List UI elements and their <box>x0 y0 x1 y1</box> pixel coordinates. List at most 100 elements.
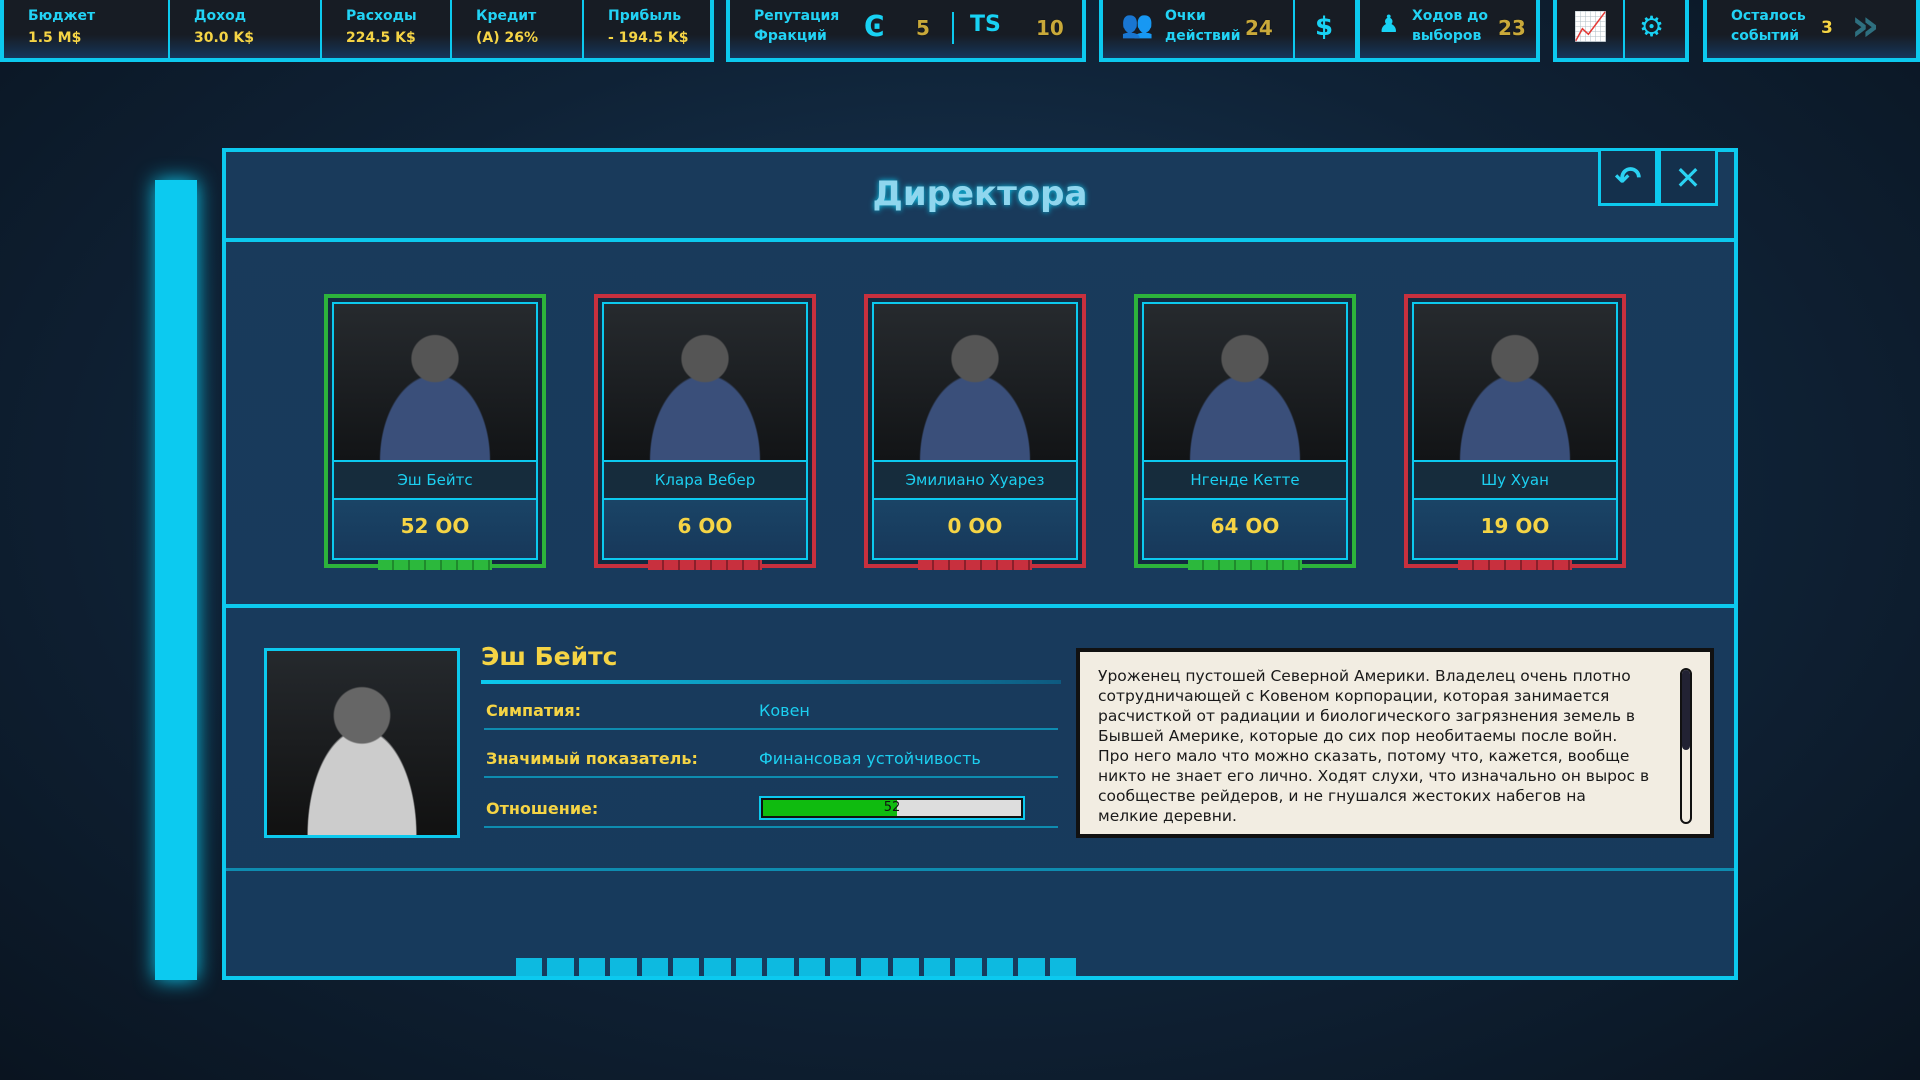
faction1-value: 5 <box>916 16 930 40</box>
section-divider <box>226 868 1734 871</box>
stat-value: 30.0 K$ <box>194 30 255 46</box>
status-bar <box>1188 560 1302 570</box>
director-name: Клара Вебер <box>602 462 808 500</box>
action-points-value: 24 <box>1245 16 1273 40</box>
status-bar <box>648 560 762 570</box>
events: Осталось событий 3 » <box>1707 0 1916 58</box>
attitude-label: Отношение: <box>486 799 599 818</box>
director-portrait <box>1142 302 1348 462</box>
elections-value: 23 <box>1498 16 1526 40</box>
events-label-1: Осталось <box>1731 8 1806 24</box>
scrollbar-thumb[interactable] <box>1682 670 1690 750</box>
director-card[interactable]: Эмилиано Хуарез 0 OO <box>864 294 1086 570</box>
stat-value: 224.5 K$ <box>346 30 416 46</box>
director-value: 0 OO <box>872 500 1078 560</box>
director-name: Эмилиано Хуарез <box>872 462 1078 500</box>
director-portrait <box>602 302 808 462</box>
status-bar <box>378 560 492 570</box>
events-label-2: событий <box>1731 28 1800 44</box>
action-points-box: 👥 Очки действий 24 $ <box>1099 0 1359 62</box>
status-bar <box>1458 560 1572 570</box>
faction-ts-icon: TS <box>970 12 1001 37</box>
stat-value: (A) 26% <box>476 30 539 46</box>
indicator-label: Значимый показатель: <box>486 749 698 768</box>
selected-director-portrait <box>264 648 460 838</box>
stat-income: Доход 30.0 K$ <box>170 0 322 58</box>
director-value: 19 OO <box>1412 500 1618 560</box>
faction-c-icon: Ͼ <box>864 10 885 43</box>
director-portrait <box>1412 302 1618 462</box>
status-bar <box>918 560 1032 570</box>
section-divider <box>226 604 1734 608</box>
chart-icon: 📈 <box>1573 10 1608 43</box>
events-value: 3 <box>1821 18 1833 38</box>
stat-budget: Бюджет 1.5 M$ <box>4 0 170 58</box>
indicator-row: Значимый показатель: Финансовая устойчиво… <box>484 732 1058 778</box>
elections-label-2: выборов <box>1412 28 1482 44</box>
tools-box: 📈 ⚙ <box>1553 0 1689 62</box>
director-card[interactable]: Шу Хуан 19 OO <box>1404 294 1626 570</box>
stat-label: Кредит <box>476 8 537 24</box>
faction2-value: 10 <box>1036 16 1064 40</box>
header-divider <box>226 238 1734 242</box>
stat-label: Доход <box>194 8 247 24</box>
director-name: Нгенде Кетте <box>1142 462 1348 500</box>
directors-dialog: Директора ↶ ✕ Эш Бейтс 52 OO Клара Вебер 6… <box>222 148 1738 980</box>
podium-icon: ♟ <box>1378 10 1400 38</box>
director-name: Эш Бейтс <box>332 462 538 500</box>
selected-director-name: Эш Бейтс <box>481 642 618 671</box>
sympathy-label: Симпатия: <box>486 701 582 720</box>
settings-button[interactable]: ⚙ <box>1625 0 1685 58</box>
sympathy-row: Симпатия: Ковен <box>484 684 1058 730</box>
attitude-row: Отношение: 52 <box>484 782 1058 828</box>
director-portrait <box>872 302 1078 462</box>
description-box: Уроженец пустошей Северной Америки. Влад… <box>1076 648 1714 838</box>
action-points: 👥 Очки действий 24 <box>1103 0 1295 58</box>
next-turn-button[interactable]: » <box>1851 0 1880 51</box>
statistics-button[interactable]: 📈 <box>1557 0 1625 58</box>
director-value: 52 OO <box>332 500 538 560</box>
director-card[interactable]: Нгенде Кетте 64 OO <box>1134 294 1356 570</box>
director-name: Шу Хуан <box>1412 462 1618 500</box>
action-points-label-2: действий <box>1165 28 1241 44</box>
stat-label: Прибыль <box>608 8 682 24</box>
panel-side-accent <box>155 180 197 980</box>
director-value: 6 OO <box>602 500 808 560</box>
attitude-value: 52 <box>883 800 901 815</box>
stat-label: Бюджет <box>28 8 96 24</box>
events-box: Осталось событий 3 » <box>1703 0 1920 62</box>
sympathy-value: Ковен <box>759 701 810 720</box>
elections-label-1: Ходов до <box>1412 8 1488 24</box>
description-text: Уроженец пустошей Северной Америки. Влад… <box>1098 667 1650 825</box>
elections-box: ♟ Ходов до выборов 23 <box>1356 0 1540 62</box>
attitude-bar: 52 <box>759 796 1025 820</box>
close-button[interactable]: ✕ <box>1658 148 1718 206</box>
director-card[interactable]: Клара Вебер 6 OO <box>594 294 816 570</box>
action-points-label-1: Очки <box>1165 8 1206 24</box>
scrollbar[interactable] <box>1680 668 1692 824</box>
reputation-label-2: Фракций <box>754 28 827 44</box>
reputation-label-1: Репутация <box>754 8 840 24</box>
stat-value: - 194.5 K$ <box>608 30 689 46</box>
dialog-title: Директора <box>872 174 1088 214</box>
name-underline <box>481 680 1061 684</box>
director-value: 64 OO <box>1142 500 1348 560</box>
people-icon: 👥 <box>1121 10 1154 40</box>
reputation-box[interactable]: Репутация Фракций Ͼ 5 TS 10 <box>726 0 1086 62</box>
decorative-strip <box>516 958 1077 980</box>
divider <box>952 12 954 44</box>
indicator-value: Финансовая устойчивость <box>759 749 981 768</box>
director-portrait <box>332 302 538 462</box>
stat-profit: Прибыль - 194.5 K$ <box>584 0 710 58</box>
stat-expenses: Расходы 224.5 K$ <box>322 0 452 58</box>
dollar-icon: $ <box>1315 12 1334 42</box>
director-card[interactable]: Эш Бейтс 52 OO <box>324 294 546 570</box>
reputation: Репутация Фракций Ͼ 5 TS 10 <box>730 0 1082 58</box>
stat-credit: Кредит (A) 26% <box>452 0 584 58</box>
stat-value: 1.5 M$ <box>28 30 82 46</box>
buy-points-button[interactable]: $ <box>1295 0 1355 58</box>
finance-bar: Бюджет 1.5 M$ Доход 30.0 K$ Расходы 224.5 K… <box>0 0 714 62</box>
elections: ♟ Ходов до выборов 23 <box>1360 0 1536 58</box>
back-button[interactable]: ↶ <box>1598 148 1658 206</box>
attitude-fill <box>763 800 898 816</box>
